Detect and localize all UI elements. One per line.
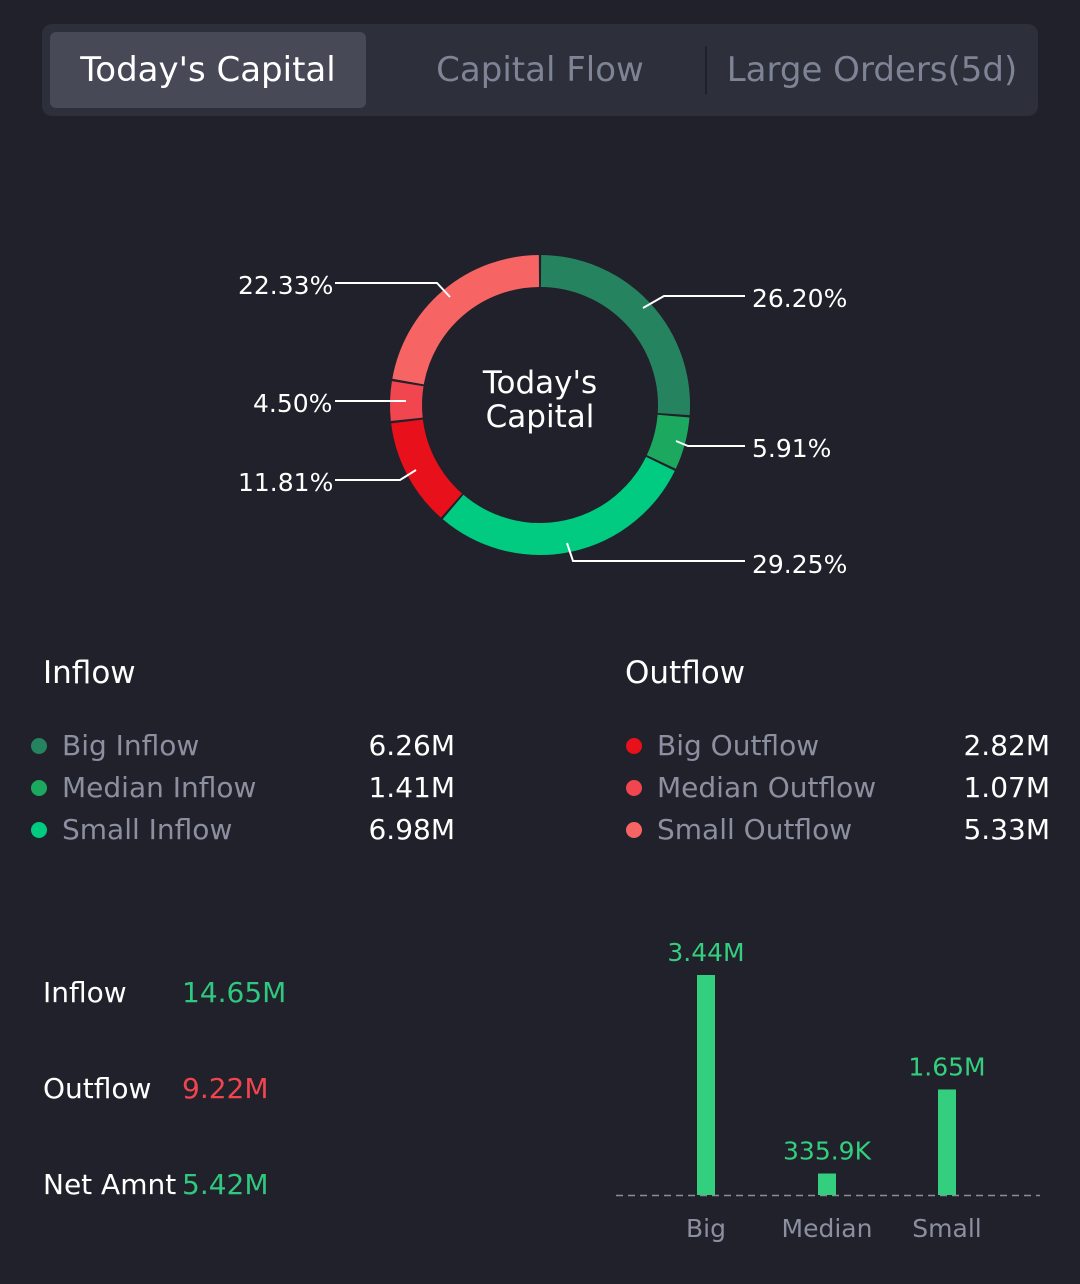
pct-big-outflow: 11.81% — [238, 468, 334, 497]
tab-todays-capital[interactable]: Today's Capital — [50, 32, 366, 108]
tab-divider — [705, 46, 707, 94]
outflow-section-title: Outflow — [625, 655, 746, 691]
leader-line-big-inflow — [642, 295, 745, 309]
donut-center-line1: Today's — [482, 365, 598, 401]
bar-category-label-big: Big — [686, 1214, 726, 1243]
big-outflow-value: 2.82M — [963, 729, 1050, 762]
net-amount-bar-chart: 3.44M Big 335.9K Median 1.65M Small — [616, 938, 1040, 1243]
tab-bar: Today's Capital Capital Flow Large Order… — [42, 24, 1038, 116]
big-inflow-dot — [31, 738, 47, 754]
big-outflow-dot — [626, 738, 642, 754]
big-inflow-label: Big Inflow — [62, 729, 200, 762]
tab-large-orders[interactable]: Large Orders(5d) — [726, 50, 1018, 90]
donut-segment-big-outflow — [391, 419, 463, 518]
median-outflow-value: 1.07M — [963, 771, 1050, 804]
median-inflow-dot — [31, 780, 47, 796]
leader-line-big-outflow — [335, 469, 417, 481]
small-outflow-value: 5.33M — [963, 813, 1050, 846]
capital-donut-chart — [335, 255, 745, 562]
leader-line-small-outflow — [335, 282, 451, 298]
small-inflow-dot — [31, 822, 47, 838]
big-outflow-label: Big Outflow — [657, 729, 820, 762]
outflow-row-small: Small Outflow 5.33M — [626, 810, 1050, 850]
big-inflow-value: 6.26M — [368, 729, 455, 762]
bar-median — [818, 1173, 836, 1195]
donut-center-label: Today's Capital — [440, 366, 640, 434]
bar-category-label-median: Median — [782, 1214, 873, 1243]
leader-line-small-inflow — [566, 542, 745, 562]
outflow-row-median: Median Outflow 1.07M — [626, 768, 1050, 808]
inflow-row-median: Median Inflow 1.41M — [31, 768, 455, 808]
summary-net-label: Net Amnt — [43, 1168, 177, 1201]
outflow-row-big: Big Outflow 2.82M — [626, 726, 1050, 766]
inflow-section-title: Inflow — [43, 655, 136, 691]
bar-value-label-big: 3.44M — [667, 938, 744, 967]
median-outflow-dot — [626, 780, 642, 796]
summary-outflow-value: 9.22M — [182, 1072, 269, 1105]
pct-small-inflow: 29.25% — [752, 550, 848, 579]
leader-line-median-inflow — [675, 440, 745, 447]
donut-segment-median-outflow — [390, 381, 424, 422]
donut-segment-big-inflow — [540, 255, 690, 416]
bar-small — [938, 1089, 956, 1195]
median-outflow-label: Median Outflow — [657, 771, 877, 804]
donut-segment-small-inflow — [442, 456, 675, 555]
bar-big — [697, 975, 715, 1195]
bar-value-label-median: 335.9K — [783, 1137, 872, 1166]
small-inflow-value: 6.98M — [368, 813, 455, 846]
small-outflow-label: Small Outflow — [657, 813, 853, 846]
pct-big-inflow: 26.20% — [752, 284, 848, 313]
median-inflow-label: Median Inflow — [62, 771, 257, 804]
donut-segment-median-inflow — [646, 414, 690, 469]
donut-center-line2: Capital — [485, 399, 595, 435]
pct-median-inflow: 5.91% — [752, 434, 832, 463]
pct-median-outflow: 4.50% — [253, 389, 333, 418]
summary-inflow-value: 14.65M — [182, 976, 287, 1009]
donut-segment-small-outflow — [392, 255, 540, 385]
summary-outflow-label: Outflow — [43, 1072, 152, 1105]
bar-value-label-small: 1.65M — [908, 1052, 985, 1081]
bar-category-label-small: Small — [912, 1214, 981, 1243]
inflow-row-big: Big Inflow 6.26M — [31, 726, 455, 766]
summary-inflow-label: Inflow — [43, 976, 127, 1009]
small-outflow-dot — [626, 822, 642, 838]
inflow-row-small: Small Inflow 6.98M — [31, 810, 455, 850]
small-inflow-label: Small Inflow — [62, 813, 233, 846]
summary-net-value: 5.42M — [182, 1168, 269, 1201]
pct-small-outflow: 22.33% — [238, 271, 334, 300]
tab-capital-flow[interactable]: Capital Flow — [436, 50, 644, 90]
median-inflow-value: 1.41M — [368, 771, 455, 804]
